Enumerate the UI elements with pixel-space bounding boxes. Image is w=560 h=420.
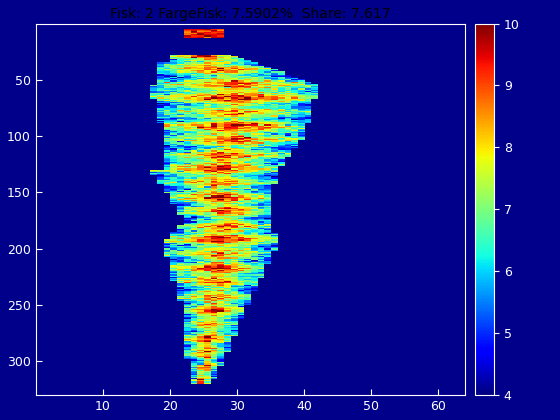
Title: Fisk: 2 FargeFisk: 7.5902%  Share: 7.617: Fisk: 2 FargeFisk: 7.5902% Share: 7.617 (110, 7, 391, 21)
